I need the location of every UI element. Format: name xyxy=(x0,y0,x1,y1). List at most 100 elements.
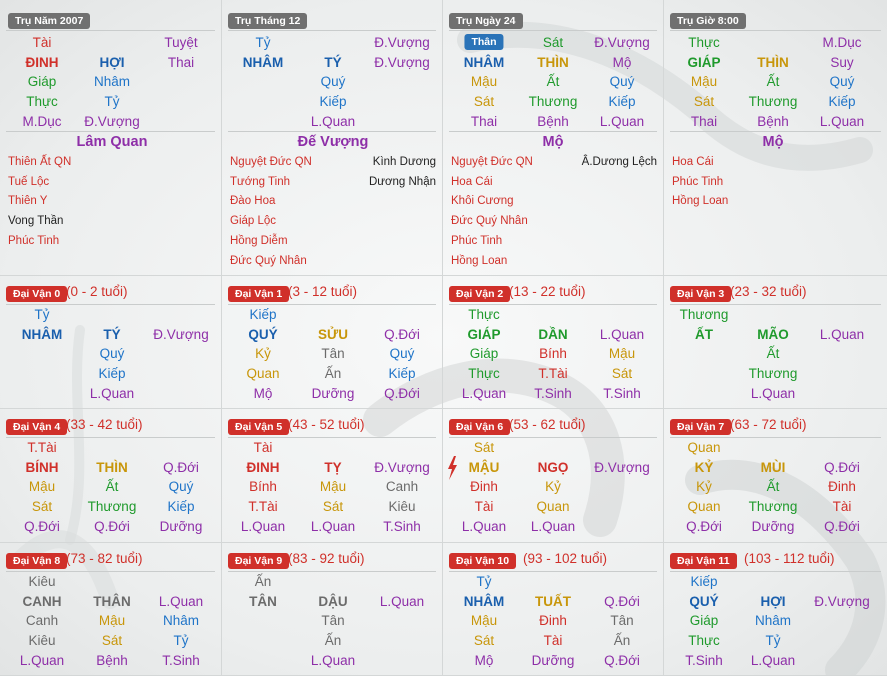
cell-phase-row4: T.Sinh xyxy=(603,385,641,401)
cell-stem-row0: Thực xyxy=(468,307,500,322)
luck-cycle-7[interactable]: Đại Vận 7 (63 - 72 tuổi) Quan KỶ MÙI Q.Đới Kỷ Ấ… xyxy=(664,409,887,543)
cell-stem-row0: Tỷ xyxy=(255,35,271,50)
cell-branch-main: THÌN xyxy=(96,459,128,475)
cell-stem-row0: Kiếp xyxy=(249,307,277,322)
cell-stem-row4: Q.Đới xyxy=(686,518,722,534)
cell-stem-row3: Quan xyxy=(246,366,280,382)
cell-phase-main: L.Quan xyxy=(599,326,645,342)
cell-stem-row3: Sát xyxy=(473,94,495,110)
cell-branch-row2: Ất xyxy=(766,74,780,90)
cell-stem-row2: Đinh xyxy=(470,479,498,495)
luck-cycle-age-range: (63 - 72 tuổi) xyxy=(730,417,807,432)
cell-phase-main: Đ.Vượng xyxy=(374,459,430,475)
cell-stem-row0: Sát xyxy=(473,440,495,455)
header-rule xyxy=(6,571,215,572)
header-rule xyxy=(6,304,215,305)
star-name: Hoa Cái xyxy=(451,175,493,188)
cell-stem-row2: Giáp xyxy=(469,346,499,362)
luck-cycle-age-range: (0 - 2 tuổi) xyxy=(66,284,128,299)
cell-stem-row2: Bính xyxy=(249,479,277,495)
cell-branch-row4: L.Quan xyxy=(310,518,356,534)
cell-stem-main: NHÂM xyxy=(21,326,63,342)
cell-stem-row2: Mậu xyxy=(690,74,718,90)
star-name: Hồng Diễm xyxy=(230,234,288,247)
cell-branch-row2: Ất xyxy=(766,346,780,362)
luck-cycle-label: Đại Vận 7 xyxy=(670,419,732,435)
cell-phase-row4: T.Sinh xyxy=(162,652,200,668)
luck-cycle-label: Đại Vận 9 xyxy=(228,553,290,569)
cell-phase-main: Q.Đới xyxy=(824,459,860,475)
cell-phase-row2: Tân xyxy=(610,613,634,629)
cell-stem-row0: Kiêu xyxy=(28,574,56,589)
cell-stem-row4: L.Quan xyxy=(19,652,65,668)
luck-cycle-0[interactable]: Đại Vận 0 (0 - 2 tuổi) Tỷ NHÂM TÝ Đ.Vượng Quý K… xyxy=(0,276,222,409)
life-phase: Mộ xyxy=(762,134,784,150)
cell-stem-main: ĐINH xyxy=(246,459,280,475)
cell-branch-row3: Quan xyxy=(536,499,570,515)
luck-cycle-5[interactable]: Đại Vận 5 (43 - 52 tuổi) Tài ĐINH TỴ Đ.Vượng B… xyxy=(222,409,443,543)
luck-cycle-age-range: (93 - 102 tuổi) xyxy=(523,551,608,566)
luck-cycle-6[interactable]: Đại Vận 6 (53 - 62 tuổi) Sát MẬU NGỌ Đ.Vượng Đ… xyxy=(443,409,664,543)
cell-phase-main: Suy xyxy=(830,54,854,70)
pillar-0: Trụ Năm 2007 Tài Tuyệt ĐINH HỢI Thai Giáp Nhâm T… xyxy=(0,0,222,276)
cell-phase-row4: Dưỡng xyxy=(159,518,203,534)
cell-phase-row0: Tuyệt xyxy=(164,35,198,50)
cell-stem-row2: Mậu xyxy=(28,479,56,495)
cell-branch-row3: Ấn xyxy=(324,366,342,382)
cell-phase-main: Q.Đới xyxy=(384,326,420,342)
luck-cycle-9[interactable]: Đại Vận 9 (83 - 92 tuổi) Ấn TÂN DẬU L.Quan Tân… xyxy=(222,543,443,676)
cell-branch-row3: Ấn xyxy=(324,633,342,649)
cell-stem-row3: Tài xyxy=(474,499,494,515)
cell-phase-row4: L.Quan xyxy=(819,113,865,129)
cell-stem-row2: Kỷ xyxy=(696,479,712,495)
header-rule xyxy=(6,437,215,438)
luck-cycle-age-range: (43 - 52 tuổi) xyxy=(288,417,365,432)
luck-cycle-label: Đại Vận 2 xyxy=(449,286,511,302)
cell-branch-row3: Thương xyxy=(748,94,798,110)
cell-branch-main: MÙI xyxy=(760,459,786,475)
luck-cycle-2[interactable]: Đại Vận 2 (13 - 22 tuổi) Thực GIÁP DẦN L.Quan… xyxy=(443,276,664,409)
cell-branch-row2: Ất xyxy=(105,479,119,495)
pillar-label: Trụ Giờ 8:00 xyxy=(670,13,746,29)
cell-branch-row3: Sát xyxy=(101,633,123,649)
cell-stem-row4: Thai xyxy=(690,113,718,129)
cell-stem-main: ĐINH xyxy=(25,54,59,70)
cell-phase-row3: Kiếp xyxy=(608,94,636,110)
cell-stem-row3: Thực xyxy=(688,633,720,649)
cell-branch-main: TÝ xyxy=(103,326,121,342)
cell-stem-row0: Thực xyxy=(688,35,720,50)
cell-branch-row3: Thương xyxy=(528,94,578,110)
cell-stem-row3: T.Tài xyxy=(248,499,278,515)
star-name-secondary: Kình Dương xyxy=(372,156,436,168)
phase-rule xyxy=(449,131,657,132)
luck-cycle-8[interactable]: Đại Vận 8 (73 - 82 tuổi) Kiêu CANH THÂN L.Qua… xyxy=(0,543,222,676)
luck-cycle-1[interactable]: Đại Vận 1 (3 - 12 tuổi) Kiếp QUÝ SỬU Q.Đới Kỷ T… xyxy=(222,276,443,409)
luck-cycle-4[interactable]: Đại Vận 4 (33 - 42 tuổi) T.Tài BÍNH THÌN Q.Đớ… xyxy=(0,409,222,543)
cell-branch-row4: Đ.Vượng xyxy=(84,113,140,129)
cell-stem-row3: Kiêu xyxy=(28,633,56,649)
cell-branch-row3: Sát xyxy=(322,499,344,515)
cell-branch-row4: Bệnh xyxy=(96,652,128,668)
cell-stem-row4: L.Quan xyxy=(461,385,507,401)
cell-phase-main: Đ.Vượng xyxy=(814,593,870,609)
star-name: Nguyệt Đức QN xyxy=(230,156,312,168)
cell-phase-row3: Kiêu xyxy=(388,499,416,515)
luck-cycle-10[interactable]: Đại Vận 10 (93 - 102 tuổi) Tỷ NHÂM TUẤT Q.Đới… xyxy=(443,543,664,676)
cell-branch-row3: Tỷ xyxy=(104,94,120,110)
cell-stem-row0: Kiếp xyxy=(690,574,718,589)
pillar-label: Trụ Năm 2007 xyxy=(8,13,91,29)
cell-stem-row4: M.Dục xyxy=(22,113,62,129)
header-rule xyxy=(449,571,657,572)
header-rule xyxy=(449,304,657,305)
luck-cycle-11[interactable]: Đại Vận 11 (103 - 112 tuổi) Kiếp QUÝ HỢI Đ.Vư… xyxy=(664,543,887,676)
star-name: Phúc Tinh xyxy=(8,234,60,247)
cell-phase-main: L.Quan xyxy=(819,326,865,342)
cell-stem-row4: Thai xyxy=(470,113,498,129)
cell-branch-row2: Đinh xyxy=(539,613,567,629)
luck-cycle-label: Đại Vận 11 xyxy=(670,553,737,569)
life-phase: Lâm Quan xyxy=(76,134,148,150)
cell-stem-row4: Mộ xyxy=(474,652,494,668)
cell-branch-main: SỬU xyxy=(318,326,348,342)
luck-cycle-3[interactable]: Đại Vận 3 (23 - 32 tuổi) Thương ẤT MÃO L.Quan… xyxy=(664,276,887,409)
cell-branch-row3: Thương xyxy=(748,366,798,382)
